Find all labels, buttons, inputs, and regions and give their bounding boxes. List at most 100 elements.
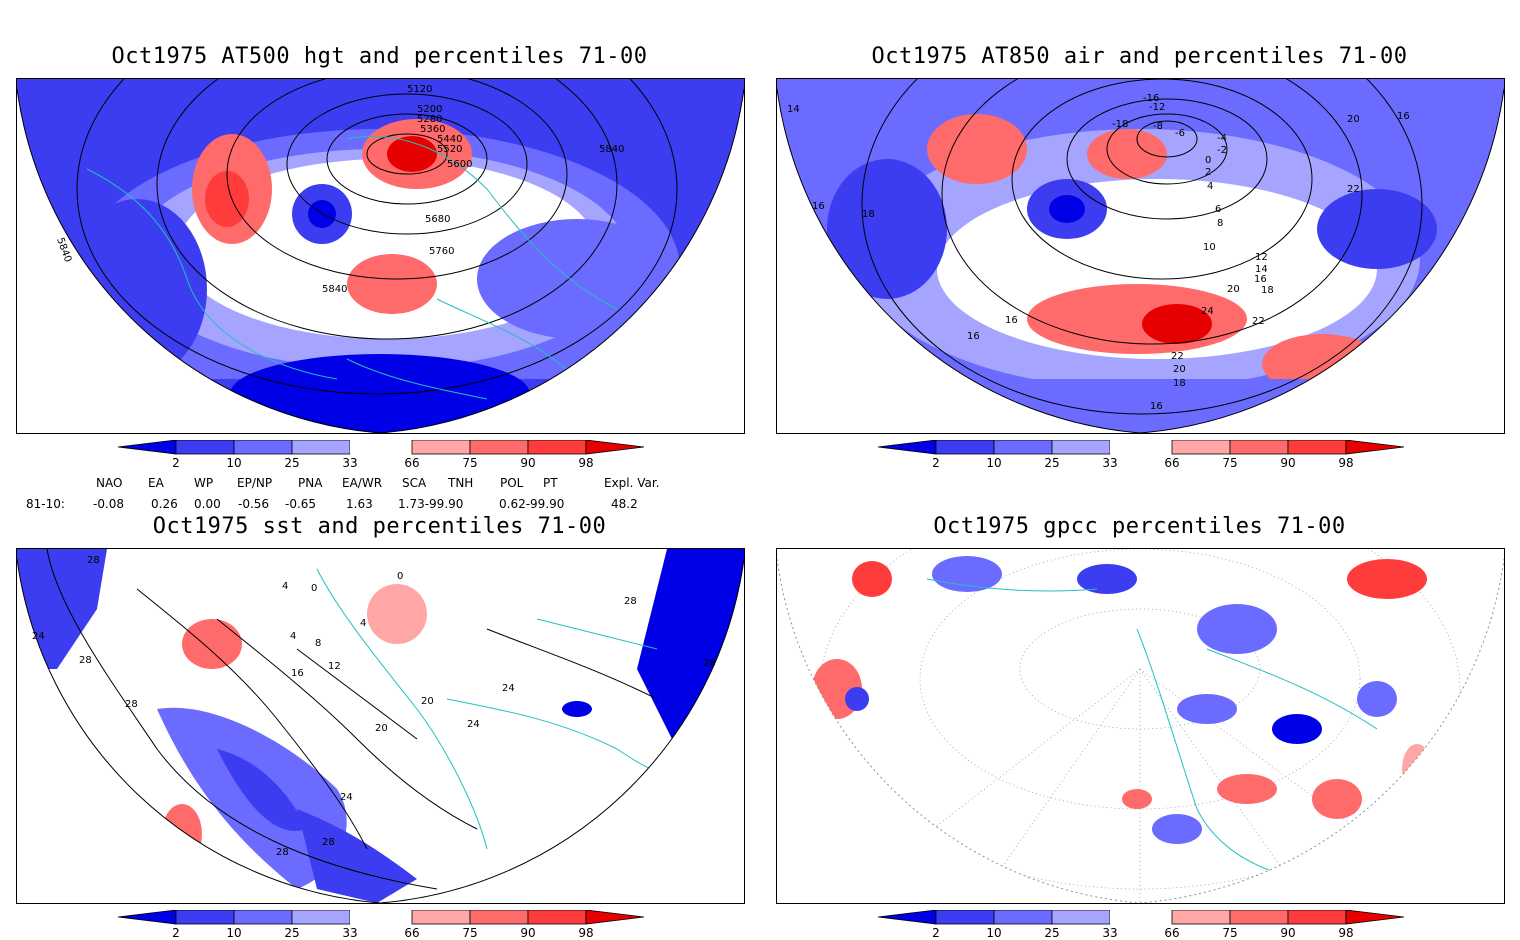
colorbar-segment (1287, 909, 1347, 925)
contour-label: 5120 (407, 84, 432, 95)
contour-label: 5600 (447, 159, 472, 170)
contour-label: -16 (1143, 93, 1159, 104)
header-nao: NAO (96, 476, 123, 490)
colorbar-segment (993, 439, 1053, 455)
map-panel-air850: 14 16 18 -18 -16 -12 -8 -6 -4 -2 0 2 4 6… (776, 78, 1505, 434)
contour-label: 28 (703, 658, 716, 669)
colorbar-min-triangle (117, 439, 177, 455)
contour-label: 14 (787, 104, 800, 115)
header-pna: PNA (298, 476, 323, 490)
colorbar-tick-label: 25 (1044, 456, 1060, 470)
contour-label: 8 (1217, 218, 1223, 229)
contour-label: 22 (1252, 316, 1265, 327)
colorbar-segment (935, 909, 995, 925)
contour-label: 16 (812, 201, 825, 212)
contour-label: 22 (1171, 351, 1184, 362)
value-expl-var: 48.2 (611, 497, 638, 511)
header-ep-np: EP/NP (237, 476, 273, 490)
colorbar-segment (350, 440, 412, 454)
colorbar-tick-label: 10 (986, 456, 1002, 470)
colorbar-tick-label: 25 (1044, 926, 1060, 940)
contour-label: 5440 (437, 134, 462, 145)
colorbar-tick-label: 2 (172, 456, 180, 470)
contour-label: 24 (502, 683, 515, 694)
contour-label: 4 (360, 618, 366, 629)
contour-label: 20 (1227, 284, 1240, 295)
contour-label: 18 (1173, 378, 1186, 389)
colorbar-max-triangle (1345, 909, 1405, 925)
contour-label: 16 (967, 331, 980, 342)
colorbar-segment (1171, 439, 1231, 455)
contour-label: 28 (79, 655, 92, 666)
contour-label: 5840 (322, 284, 347, 295)
colorbar-hgt500: 2 10 25 33 66 75 90 98 (117, 439, 645, 470)
colorbar-tick-label: 98 (578, 926, 594, 940)
colorbar-tick-label: 33 (1102, 456, 1118, 470)
colorbar-segment (935, 439, 995, 455)
panel-title-hgt500: Oct1975 AT500 hgt and percentiles 71-00 (111, 44, 648, 69)
colorbar-segment (233, 909, 293, 925)
map-panel-gpcc (776, 548, 1505, 904)
contour-label: 5840 (599, 144, 624, 155)
contour-label: 5360 (420, 124, 445, 135)
header-ea-wr: EA/WR (342, 476, 383, 490)
contour-label: 24 (32, 631, 45, 642)
contour-label: 4 (1207, 181, 1213, 192)
colorbar-tick-label: 66 (404, 456, 420, 470)
header-tnh: TNH (448, 476, 474, 490)
value-ea-wr: 1.63 (346, 497, 373, 511)
value-ep-np: -0.56 (238, 497, 270, 511)
colorbar-segment (1229, 439, 1289, 455)
map-gpcc (777, 549, 1504, 903)
colorbar-tick-label: 33 (1102, 926, 1118, 940)
contour-label: 8 (315, 638, 321, 649)
contour-label: 0 (397, 571, 403, 582)
colorbar-segment (1051, 439, 1111, 455)
colorbar-segment (527, 909, 587, 925)
colorbar-tick-label: 33 (342, 456, 358, 470)
colorbar-svg (117, 909, 645, 925)
header-sca: SCA (402, 476, 427, 490)
header-pol: POL (500, 476, 524, 490)
colorbar-segment (291, 909, 351, 925)
contour-label: 5760 (429, 246, 454, 257)
contour-label: 28 (125, 699, 138, 710)
value-pol-pt: 0.62-99.90 (499, 497, 565, 511)
colorbar-tick-label: 98 (1338, 926, 1354, 940)
contour-label: 20 (421, 696, 434, 707)
value-wp: 0.00 (194, 497, 221, 511)
colorbar-min-triangle (877, 439, 937, 455)
panel-title-air850: Oct1975 AT850 air and percentiles 71-00 (871, 44, 1408, 69)
map-panel-hgt500: 5120 5200 5280 5360 5440 5520 5600 5680 … (16, 78, 745, 434)
colorbar-segment (350, 910, 412, 924)
colorbar-svg (877, 909, 1405, 925)
contour-label: 0 (1205, 155, 1211, 166)
header-pt: PT (543, 476, 558, 490)
contour-label: 6 (1215, 204, 1221, 215)
contour-label: -4 (1217, 133, 1227, 144)
colorbar-sst: 2 10 25 33 66 75 90 98 (117, 909, 645, 940)
colorbar-tick-label: 10 (986, 926, 1002, 940)
colorbar-svg (877, 439, 1405, 455)
contour-label: 16 (1005, 315, 1018, 326)
contour-label: 12 (1255, 252, 1268, 263)
contour-label: 22 (1347, 184, 1360, 195)
colorbar-segment (291, 439, 351, 455)
colorbar-segment (233, 439, 293, 455)
colorbar-segment (1110, 440, 1172, 454)
colorbar-air850: 2 10 25 33 66 75 90 98 (877, 439, 1405, 470)
contour-label: -8 (1153, 121, 1163, 132)
value-pna: -0.65 (285, 497, 317, 511)
colorbar-segment (175, 439, 235, 455)
colorbar-segment (1171, 909, 1231, 925)
colorbar-tick-label: 66 (1164, 456, 1180, 470)
colorbar-max-triangle (585, 909, 645, 925)
value-sca-tnh: 1.73-99.90 (398, 497, 464, 511)
contour-label: 20 (1173, 364, 1186, 375)
map-panel-sst: 28 24 28 28 0 0 4 4 4 8 12 16 20 24 24 2… (16, 548, 745, 904)
contour-label: 28 (624, 596, 637, 607)
contour-label: 5680 (425, 214, 450, 225)
colorbar-tick-label: 90 (520, 926, 536, 940)
colorbar-tick-label: 98 (578, 456, 594, 470)
teleconnection-table: NAO EA WP EP/NP PNA EA/WR SCA TNH POL PT… (0, 474, 760, 514)
